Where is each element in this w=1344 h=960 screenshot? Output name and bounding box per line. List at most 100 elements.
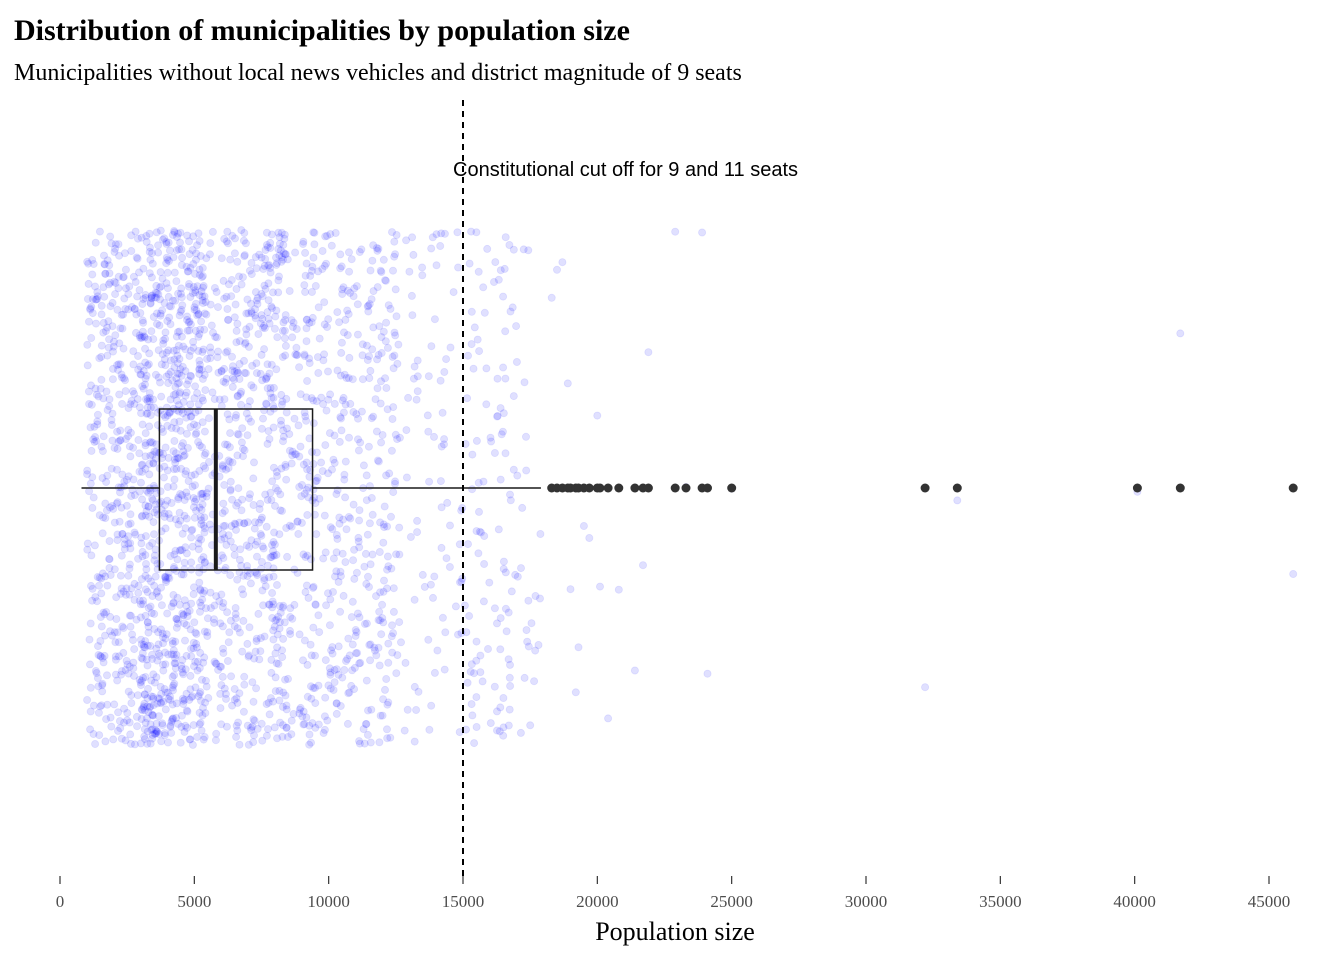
jitter-point (172, 623, 181, 632)
jitter-point (336, 567, 345, 576)
jitter-point (150, 293, 159, 302)
jitter-point (192, 643, 201, 652)
jitter-point (137, 370, 146, 379)
jitter-point (309, 459, 318, 468)
jitter-point (314, 681, 323, 690)
jitter-point (522, 466, 531, 475)
jitter-point (322, 406, 331, 415)
jitter-point (499, 731, 508, 740)
jitter-point (216, 662, 225, 671)
jitter-point (252, 296, 261, 305)
jitter-point (193, 311, 202, 320)
jitter-point (492, 707, 501, 716)
jitter-point (255, 505, 264, 514)
jitter-point (266, 243, 275, 252)
jitter-point (145, 512, 154, 521)
jitter-point (142, 237, 151, 246)
jitter-point (272, 306, 281, 315)
jitter-point (170, 671, 179, 680)
jitter-point (118, 470, 127, 479)
jitter-point (231, 300, 240, 309)
jitter-point (362, 471, 371, 480)
jitter-point (383, 552, 392, 561)
jitter-point (179, 700, 188, 709)
jitter-point (257, 513, 266, 522)
jitter-point (418, 570, 427, 579)
jitter-point (143, 403, 152, 412)
jitter-point (256, 647, 265, 656)
jitter-point (227, 275, 236, 284)
jitter-point (226, 255, 235, 264)
jitter-point (95, 731, 104, 740)
jitter-point (172, 615, 181, 624)
jitter-point (171, 664, 180, 673)
jitter-point (195, 330, 204, 339)
jitter-point (428, 233, 437, 242)
jitter-point (254, 330, 263, 339)
jitter-point (135, 403, 144, 412)
jitter-point (173, 719, 182, 728)
jitter-point (198, 493, 207, 502)
jitter-point (204, 414, 213, 423)
jitter-point (178, 668, 187, 677)
jitter-point (251, 288, 260, 297)
jitter-point (210, 395, 219, 404)
jitter-point (277, 464, 286, 473)
chart-subtitle: Municipalities without local news vehicl… (14, 60, 742, 86)
jitter-point (136, 362, 145, 371)
jitter-point (196, 585, 205, 594)
jitter-point (306, 738, 315, 747)
jitter-point (453, 228, 462, 237)
jitter-point (158, 350, 167, 359)
jitter-point (138, 649, 147, 658)
jitter-point (292, 343, 301, 352)
jitter-point (258, 542, 267, 551)
jitter-point (214, 665, 223, 674)
jitter-point (130, 305, 139, 314)
jitter-point (320, 725, 329, 734)
jitter-point (463, 351, 472, 360)
jitter-point (92, 436, 101, 445)
jitter-point (396, 638, 405, 647)
jitter-point (328, 588, 337, 597)
jitter-point (149, 459, 158, 468)
jitter-point (428, 593, 437, 602)
jitter-point (240, 252, 249, 261)
jitter-point (124, 669, 133, 678)
jitter-point (133, 254, 142, 263)
jitter-point (87, 551, 96, 560)
jitter-point (251, 518, 260, 527)
jitter-point (198, 296, 207, 305)
jitter-point (139, 295, 148, 304)
jitter-point (138, 706, 147, 715)
jitter-point (251, 305, 260, 314)
jitter-point (267, 668, 276, 677)
jitter-point (176, 426, 185, 435)
jitter-point (490, 604, 499, 613)
jitter-point (183, 443, 192, 452)
jitter-point (195, 360, 204, 369)
jitter-point (517, 564, 526, 573)
jitter-point (272, 365, 281, 374)
jitter-point (360, 620, 369, 629)
jitter-point (472, 527, 481, 536)
jitter-point (327, 465, 336, 474)
jitter-point (158, 719, 167, 728)
jitter-point (182, 621, 191, 630)
jitter-point (310, 651, 319, 660)
jitter-point (166, 552, 175, 561)
jitter-point (105, 564, 114, 573)
jitter-point (110, 628, 119, 637)
jitter-point (249, 474, 258, 483)
jitter-point (270, 540, 279, 549)
jitter-point (199, 461, 208, 470)
jitter-point (320, 261, 329, 270)
jitter-point (278, 646, 287, 655)
jitter-point (201, 449, 210, 458)
jitter-point (300, 489, 309, 498)
jitter-point (323, 322, 332, 331)
jitter-point (93, 410, 102, 419)
jitter-point (105, 555, 114, 564)
jitter-point (199, 521, 208, 530)
jitter-point (145, 247, 154, 256)
